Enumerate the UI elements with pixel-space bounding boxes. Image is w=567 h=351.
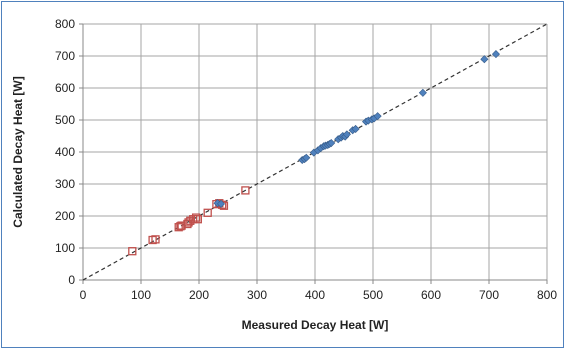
x-tick-labels: 0 100 200 300 400 500 600 700 800	[80, 288, 558, 302]
y-tick-label: 800	[55, 17, 75, 31]
series-blue-diamonds	[213, 50, 500, 208]
x-tick-label: 0	[80, 288, 87, 302]
series-measured-red-squares	[128, 186, 250, 256]
x-tick-label: 200	[189, 288, 209, 302]
data-point-square	[203, 208, 212, 217]
data-point-square	[151, 235, 160, 244]
data-point-square	[128, 247, 137, 256]
data-point-square	[193, 215, 202, 224]
y-tick-label: 600	[55, 81, 75, 95]
data-point-diamond	[373, 112, 382, 121]
x-tick-label: 100	[131, 288, 151, 302]
y-axis-title: Calculated Decay Heat [W]	[11, 76, 25, 227]
y-tick-label: 100	[55, 241, 75, 255]
data-point-diamond	[217, 199, 226, 208]
data-point-diamond	[342, 130, 351, 139]
x-tick-label: 300	[247, 288, 267, 302]
data-point-diamond	[327, 139, 336, 148]
data-point-square	[241, 186, 250, 195]
data-point-diamond	[480, 55, 489, 64]
data-point-diamond	[418, 88, 427, 97]
data-point-diamond	[302, 153, 311, 162]
y-tick-label: 200	[55, 209, 75, 223]
x-axis-title: Measured Decay Heat [W]	[242, 318, 389, 332]
x-tick-label: 800	[537, 288, 557, 302]
y-tick-label: 400	[55, 145, 75, 159]
axes	[79, 23, 548, 284]
x-tick-label: 400	[305, 288, 325, 302]
y-tick-label: 500	[55, 113, 75, 127]
y-tick-label: 300	[55, 177, 75, 191]
reference-line-group	[82, 23, 548, 281]
y-tick-labels: 0 100 200 300 400 500 600 700 800	[55, 17, 75, 287]
y-tick-label: 0	[68, 273, 75, 287]
x-tick-label: 600	[421, 288, 441, 302]
data-point-square	[191, 213, 201, 222]
x-tick-label: 700	[479, 288, 499, 302]
y-tick-label: 700	[55, 49, 75, 63]
reference-line	[82, 23, 548, 281]
gridlines	[83, 23, 548, 280]
data-point-diamond	[491, 50, 500, 59]
data-point-diamond	[351, 124, 360, 133]
x-tick-label: 500	[363, 288, 383, 302]
